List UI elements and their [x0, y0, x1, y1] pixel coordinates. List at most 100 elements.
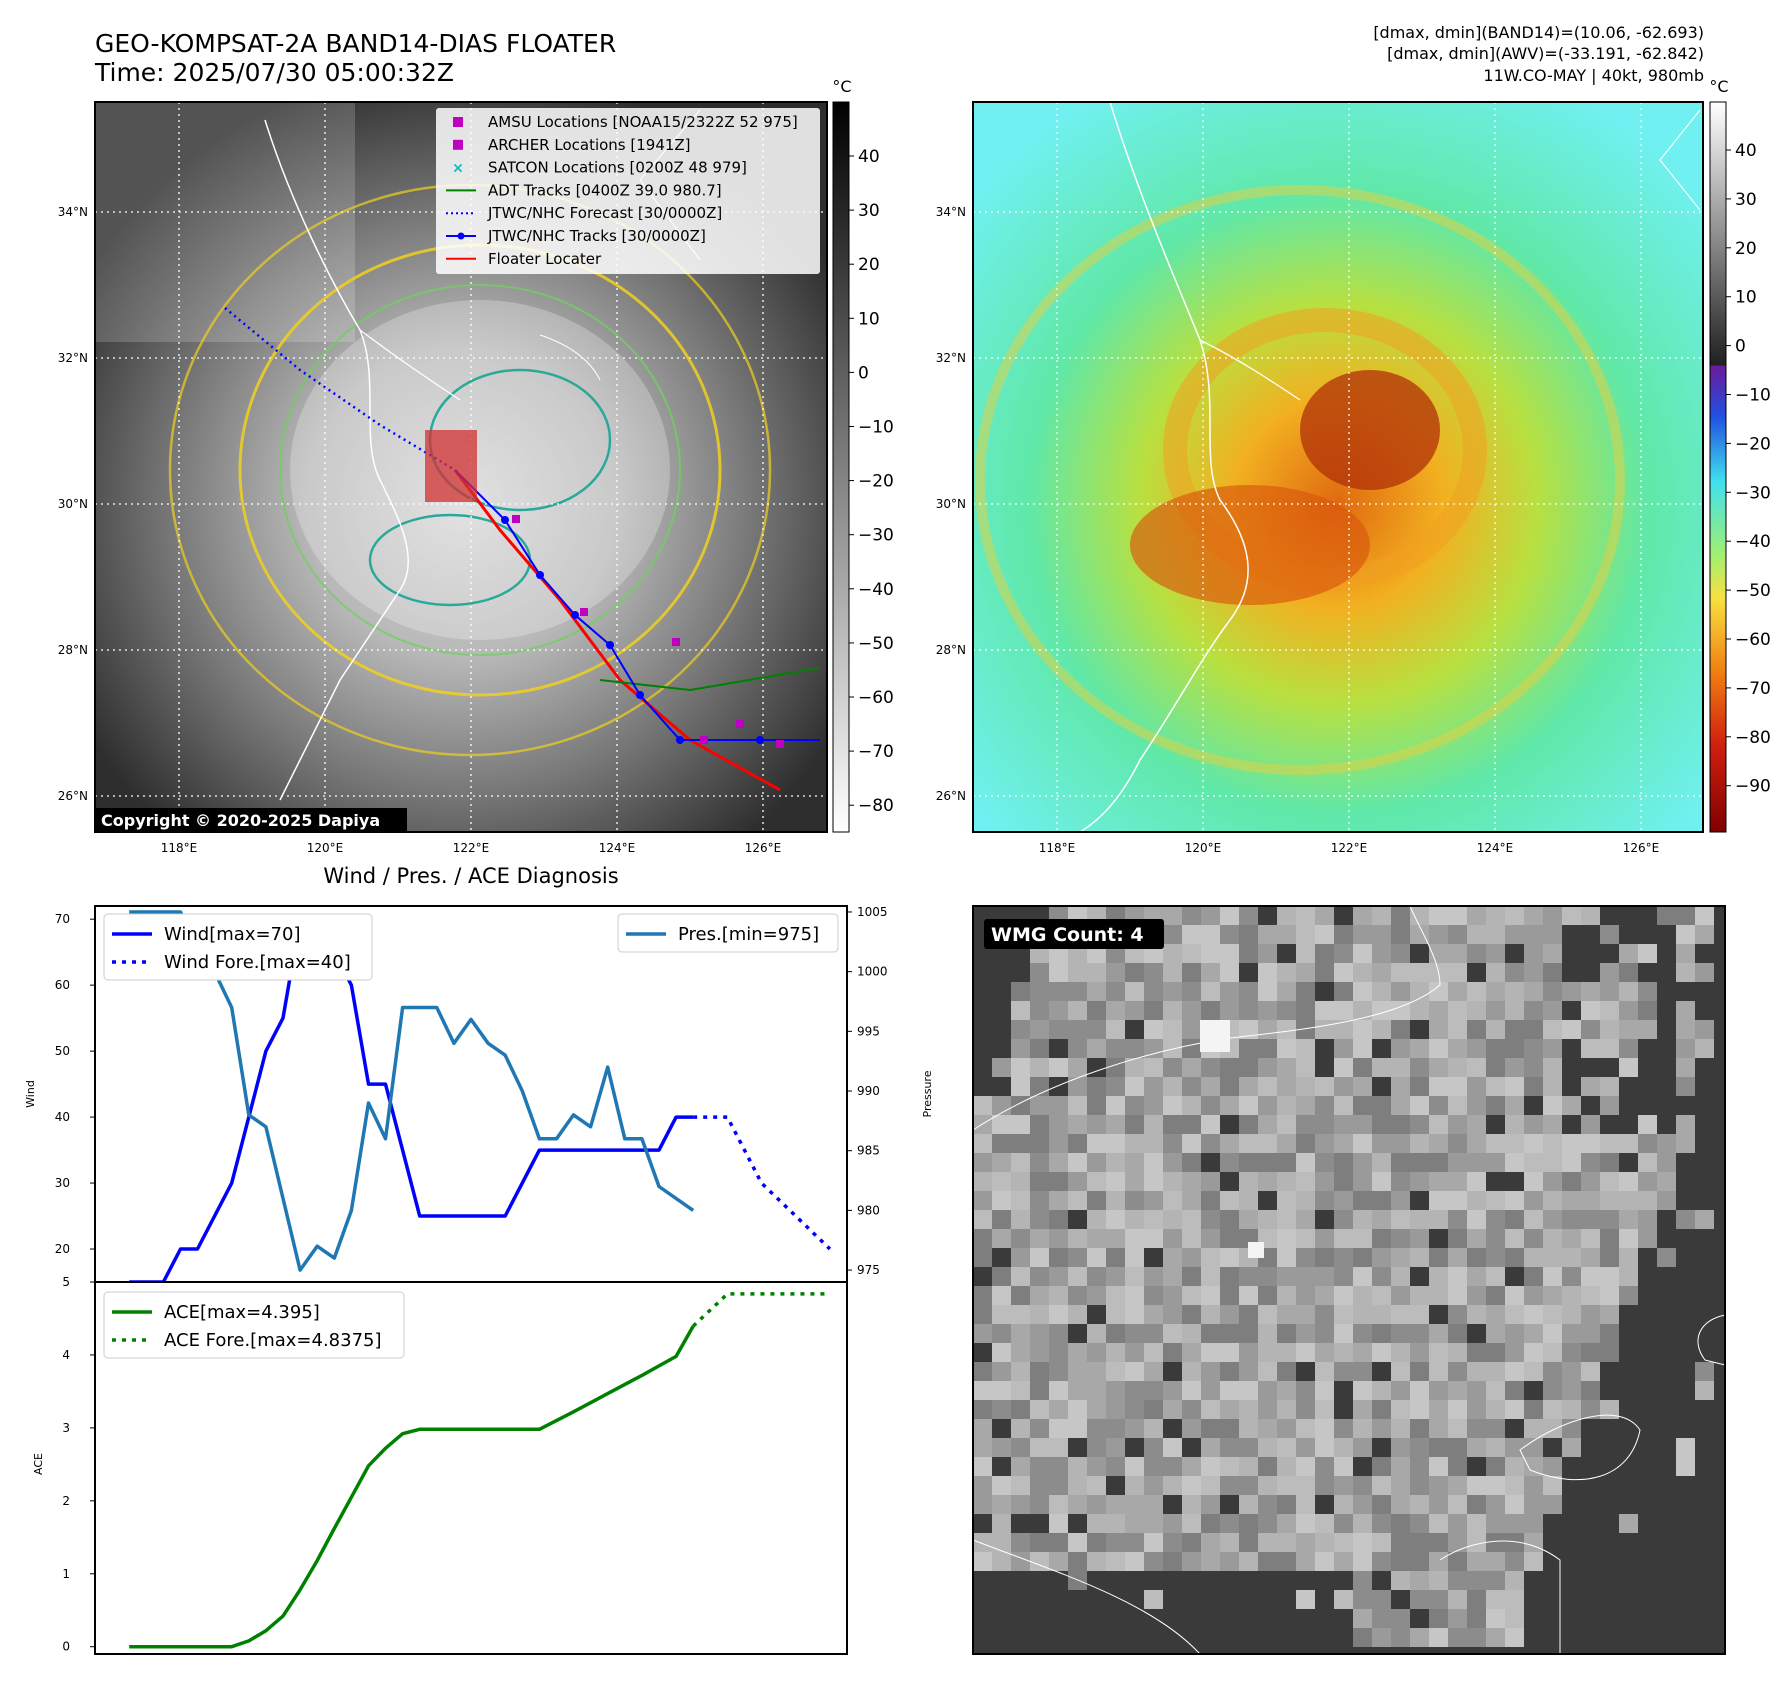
- wmg-cell: [1676, 1001, 1695, 1020]
- wmg-cell: [1239, 1134, 1258, 1153]
- wmg-cell: [1695, 1210, 1714, 1229]
- lon-tick-label: 120°E: [307, 841, 344, 855]
- lat-tick-label: 26°N: [936, 789, 966, 803]
- wmg-cell: [1239, 1286, 1258, 1305]
- wmg-cell: [1505, 1438, 1524, 1457]
- wmg-cell: [1315, 1096, 1334, 1115]
- wmg-cell: [1334, 1476, 1353, 1495]
- wmg-cell: [1676, 1210, 1695, 1229]
- wmg-cell: [1106, 1058, 1125, 1077]
- wmg-cell: [1391, 1362, 1410, 1381]
- wmg-cell: [1334, 1210, 1353, 1229]
- wmg-cell: [1486, 1495, 1505, 1514]
- wmg-cell: [1087, 1210, 1106, 1229]
- wmg-cell: [1106, 982, 1125, 1001]
- wmg-cell: [1429, 1476, 1448, 1495]
- wmg-cell: [1239, 1020, 1258, 1039]
- wmg-cell: [1201, 1096, 1220, 1115]
- wmg-cell: [1296, 1229, 1315, 1248]
- wmg-cell: [1467, 906, 1486, 925]
- wmg-cell: [1676, 906, 1695, 925]
- wmg-cell: [1448, 1058, 1467, 1077]
- wmg-cell: [1581, 1362, 1600, 1381]
- wmg-cell: [1600, 1400, 1619, 1419]
- wmg-cell: [1106, 1552, 1125, 1571]
- wmg-cell: [1220, 1248, 1239, 1267]
- wmg-cell: [1182, 1229, 1201, 1248]
- wmg-cell: [1353, 1058, 1372, 1077]
- wmg-cell: [1524, 1153, 1543, 1172]
- wmg-cell: [1543, 1191, 1562, 1210]
- wmg-cell: [1163, 1153, 1182, 1172]
- wmg-cell: [1239, 1476, 1258, 1495]
- wmg-cell: [1277, 1362, 1296, 1381]
- wmg-cell: [973, 1305, 992, 1324]
- wmg-cell: [1486, 1533, 1505, 1552]
- wmg-cell: [1334, 1077, 1353, 1096]
- wmg-cell: [1163, 1077, 1182, 1096]
- wmg-cell: [1087, 1039, 1106, 1058]
- wmg-cell: [1543, 1324, 1562, 1343]
- wmg-cell: [1201, 906, 1220, 925]
- legend-label: JTWC/NHC Tracks [30/0000Z]: [487, 227, 706, 245]
- wmg-cell: [1239, 1514, 1258, 1533]
- wmg-cell: [1201, 1343, 1220, 1362]
- wmg-cell: [1296, 1457, 1315, 1476]
- colorbar-tick-label: −60: [858, 688, 894, 708]
- wmg-cell: [1296, 1248, 1315, 1267]
- wmg-cell: [1619, 1058, 1638, 1077]
- wmg-cell: [1600, 1001, 1619, 1020]
- wmg-cell: [1448, 1020, 1467, 1039]
- wmg-cell: [1448, 963, 1467, 982]
- wmg-cell: [1334, 1267, 1353, 1286]
- wmg-cell: [1581, 1020, 1600, 1039]
- wmg-cell: [1429, 1115, 1448, 1134]
- axis-tick-label: 3: [62, 1421, 70, 1435]
- wmg-cell: [1258, 1096, 1277, 1115]
- wmg-cell: [1391, 1077, 1410, 1096]
- wmg-cell: [1220, 1362, 1239, 1381]
- wmg-cell: [1125, 1039, 1144, 1058]
- wmg-cell: [1011, 1191, 1030, 1210]
- wmg-cell: [1391, 1001, 1410, 1020]
- wmg-cell: [1125, 1552, 1144, 1571]
- wmg-cell: [1486, 1419, 1505, 1438]
- wmg-cell: [1163, 1058, 1182, 1077]
- wmg-cell: [1125, 1533, 1144, 1552]
- wmg-cell: [1410, 1514, 1429, 1533]
- wmg-cell: [1467, 1286, 1486, 1305]
- legend-marker: [453, 117, 463, 127]
- wmg-cell: [1030, 1343, 1049, 1362]
- wmg-cell: [1087, 963, 1106, 982]
- wmg-cell: [1163, 1533, 1182, 1552]
- wmg-cell: [1372, 1096, 1391, 1115]
- wmg-cell: [1334, 1115, 1353, 1134]
- amsu-archer-points: [512, 515, 784, 748]
- wmg-cell: [1372, 1495, 1391, 1514]
- wmg-cell: [1049, 1476, 1068, 1495]
- legend-marker: [453, 139, 463, 150]
- wmg-cell: [1657, 1134, 1676, 1153]
- ir-legend: [436, 108, 820, 274]
- wmg-cell: [1486, 1362, 1505, 1381]
- ir-colorbar-unit: °C: [832, 77, 851, 96]
- wmg-cell: [1372, 1134, 1391, 1153]
- wmg-cell: [1144, 1039, 1163, 1058]
- wmg-cell: [1600, 1229, 1619, 1248]
- wmg-cell: [1353, 1210, 1372, 1229]
- colorbar-tick-label: 10: [1735, 288, 1757, 308]
- wmg-cell: [1486, 1438, 1505, 1457]
- wmg-cell: [1125, 1514, 1144, 1533]
- colorbar-tick-label: 40: [858, 147, 880, 167]
- wmg-cell: [1087, 1286, 1106, 1305]
- wmg-cell: [1144, 1286, 1163, 1305]
- wmg-cell: [1182, 1267, 1201, 1286]
- wmg-cell: [1144, 1172, 1163, 1191]
- wmg-cell: [1543, 1343, 1562, 1362]
- wmg-cell: [1372, 1609, 1391, 1628]
- wmg-cell: [1258, 1077, 1277, 1096]
- wmg-cell: [1505, 1628, 1524, 1647]
- wmg-cell: [1372, 1153, 1391, 1172]
- wmg-cell: [1144, 1115, 1163, 1134]
- wmg-cell: [1201, 1438, 1220, 1457]
